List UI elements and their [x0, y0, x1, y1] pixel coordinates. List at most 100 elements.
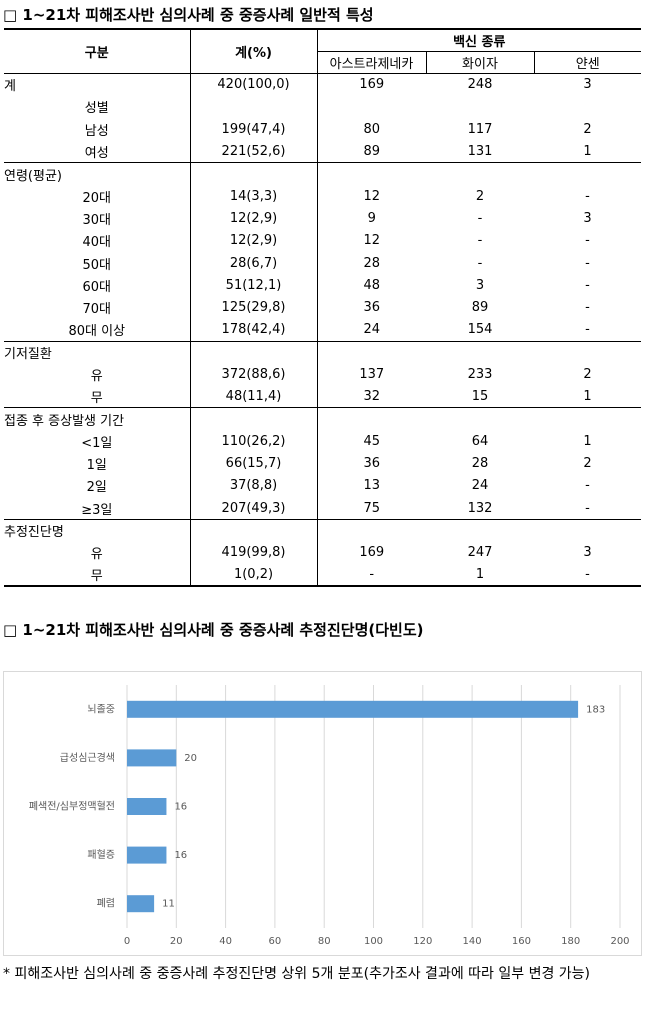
row-label: 유 — [4, 363, 191, 386]
cell: 3 — [583, 210, 592, 226]
cell: 48 — [363, 277, 381, 293]
x-tick-label: 160 — [512, 936, 531, 947]
row-label: 40대 — [4, 229, 191, 252]
header-cell: 화이자 — [426, 51, 535, 74]
cell: 125(29,8) — [190, 296, 318, 319]
cell: 28 — [471, 456, 489, 472]
row-label: 2일 — [4, 474, 191, 498]
header-cell: 얀센 — [575, 57, 600, 72]
cell: 169 — [359, 77, 385, 93]
table-row: 여성 221(52,6) 89 131 1 — [4, 140, 641, 163]
cell: - — [477, 210, 483, 226]
cell: 199(47,4) — [190, 118, 318, 141]
x-tick-label: 140 — [463, 936, 482, 947]
cell: 247 — [467, 545, 493, 561]
cell: 13 — [363, 478, 381, 494]
row-label: 무 — [4, 385, 191, 408]
cell: 3 — [475, 277, 485, 293]
cell: 15 — [471, 389, 489, 405]
cell: - — [477, 233, 483, 249]
table-row: 50대 28(6,7) 28 - - — [4, 251, 641, 275]
row-label: 접종 후 증상발생 기간 — [4, 407, 191, 431]
cell: 178(42,4) — [190, 318, 318, 342]
header-cell: 계(%) — [190, 29, 318, 74]
y-tick-label: 폐색전/심부정맥혈전 — [29, 800, 115, 813]
cell: 3 — [583, 545, 592, 561]
table: 구분 계(%) 백신 종류 아스트라제네카 화이자 얀센 계 420(100,0) 16… — [4, 28, 641, 587]
cell — [190, 341, 318, 364]
cell: - — [585, 322, 590, 338]
cell: 36 — [363, 300, 381, 316]
cell: - — [369, 567, 375, 583]
cell — [190, 407, 318, 431]
row-label: 성별 — [4, 95, 191, 119]
bar — [127, 895, 155, 913]
bar — [127, 700, 579, 718]
table-row: 유 419(99,8) 169 247 3 — [4, 541, 641, 565]
row-label: 무 — [4, 564, 191, 587]
x-tick-label: 20 — [170, 936, 183, 947]
chart-frame — [3, 671, 642, 956]
header-cell: 백신 종류 — [317, 29, 641, 52]
cell: - — [585, 500, 590, 516]
y-tick-label: 뇌졸중 — [87, 703, 115, 715]
cell: 1 — [583, 433, 592, 449]
cell: 420(100,0) — [190, 73, 318, 96]
y-tick-label: 급성심근경색 — [60, 751, 115, 764]
cell: 117 — [467, 121, 493, 137]
cell: 1(0,2) — [190, 564, 318, 587]
cell: 207(49,3) — [190, 497, 318, 520]
row-label: 50대 — [4, 251, 191, 275]
cell: 28 — [363, 255, 381, 271]
cell: - — [585, 277, 590, 293]
table-row: 80대 이상 178(42,4) 24 154 - — [4, 318, 641, 342]
cell: 12 — [363, 188, 381, 204]
cell: 2 — [583, 456, 592, 472]
cell: 1 — [583, 389, 592, 405]
x-tick-label: 200 — [610, 936, 629, 947]
header-cell: 구분 — [4, 29, 191, 74]
cell: 24 — [363, 322, 381, 338]
table-row: 2일 37(8,8) 13 24 - — [4, 474, 641, 498]
cell: 66(15,7) — [190, 452, 318, 475]
row-label: 기저질환 — [4, 341, 191, 364]
header-cell: 아스트라제네카 — [317, 51, 427, 74]
cell: 12(2,9) — [190, 229, 318, 252]
cell: 48(11,4) — [190, 385, 318, 408]
cell: 36 — [363, 456, 381, 472]
bar — [127, 749, 177, 767]
row-label: 20대 — [4, 184, 191, 208]
data-label: 20 — [184, 753, 197, 764]
table-row: 30대 12(2,9) 9 - 3 — [4, 207, 641, 230]
table-row: <1일 110(26,2) 45 64 1 — [4, 430, 641, 453]
row-label: 추정진단명 — [4, 519, 191, 542]
cell: 3 — [583, 77, 592, 93]
cell: 419(99,8) — [190, 541, 318, 565]
x-tick-label: 0 — [124, 936, 130, 947]
chart: 0 20 40 60 80 100 120 140 160 180 200 뇌졸중 183 급성심근경색 2… — [3, 671, 642, 956]
cell: 2 — [583, 367, 592, 382]
cell: 80 — [363, 121, 381, 137]
table-row: 무 48(11,4) 32 15 1 — [4, 385, 641, 408]
table-row: 성별 — [4, 95, 641, 119]
cell: - — [585, 567, 590, 583]
table-row: 60대 51(12,1) 48 3 - — [4, 274, 641, 297]
cell: 221(52,6) — [190, 140, 318, 163]
row-label: 유 — [4, 541, 191, 565]
row-label: 30대 — [4, 207, 191, 230]
cell: 233 — [467, 367, 493, 382]
x-tick-label: 80 — [318, 936, 331, 947]
cell — [190, 95, 318, 119]
row-label: 연령(평균) — [4, 162, 191, 185]
cell: 24 — [471, 478, 489, 494]
cell: 32 — [363, 389, 381, 405]
cell: 12 — [363, 233, 381, 249]
data-label: 183 — [586, 704, 605, 715]
cell: 89 — [471, 300, 489, 316]
bar — [127, 798, 167, 815]
table-row: 20대 14(3,3) 12 2 - — [4, 184, 641, 208]
row-label: <1일 — [4, 430, 191, 453]
cell: 2 — [583, 121, 592, 137]
x-tick-label: 60 — [269, 936, 282, 947]
data-label: 11 — [162, 899, 175, 910]
